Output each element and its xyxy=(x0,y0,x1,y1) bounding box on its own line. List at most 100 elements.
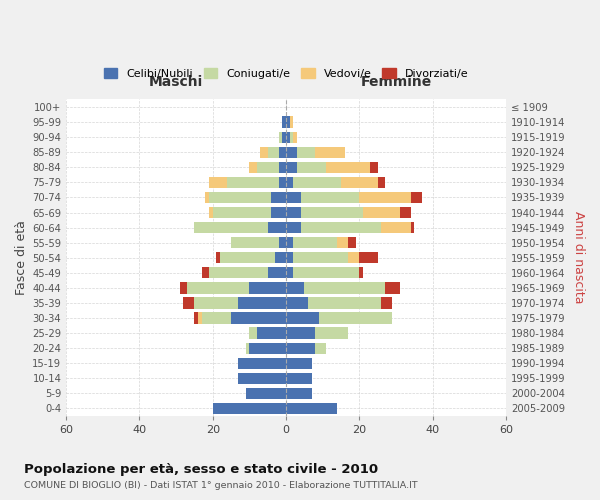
Bar xyxy=(301,222,382,233)
Bar xyxy=(382,222,411,233)
Bar xyxy=(194,222,268,233)
Bar xyxy=(220,252,275,264)
Bar xyxy=(198,312,202,324)
Bar xyxy=(279,162,286,173)
Bar xyxy=(275,252,286,264)
Bar xyxy=(286,252,293,264)
Bar xyxy=(382,298,392,308)
Bar xyxy=(319,312,392,324)
Bar xyxy=(359,267,363,278)
Bar xyxy=(283,132,286,143)
Bar xyxy=(286,132,290,143)
Bar xyxy=(271,192,286,203)
Bar xyxy=(359,252,378,264)
Bar xyxy=(184,298,194,308)
Bar xyxy=(202,312,231,324)
Bar xyxy=(209,176,227,188)
Bar xyxy=(187,282,250,294)
Text: Femmine: Femmine xyxy=(361,75,432,89)
Bar xyxy=(209,267,268,278)
Bar xyxy=(279,176,286,188)
Bar xyxy=(279,132,283,143)
Bar xyxy=(349,252,359,264)
Bar xyxy=(286,298,308,308)
Bar xyxy=(293,252,349,264)
Bar xyxy=(246,388,286,399)
Bar xyxy=(293,176,341,188)
Bar xyxy=(202,267,209,278)
Bar xyxy=(286,192,301,203)
Bar xyxy=(400,207,411,218)
Bar xyxy=(246,342,250,354)
Bar xyxy=(271,207,286,218)
Bar xyxy=(301,207,363,218)
Bar xyxy=(238,298,286,308)
Bar xyxy=(316,342,326,354)
Bar xyxy=(286,372,312,384)
Bar xyxy=(378,176,385,188)
Bar xyxy=(231,312,286,324)
Bar xyxy=(213,403,286,414)
Y-axis label: Fasce di età: Fasce di età xyxy=(15,220,28,295)
Bar xyxy=(286,146,297,158)
Bar xyxy=(304,282,385,294)
Bar xyxy=(268,146,279,158)
Bar xyxy=(209,207,213,218)
Y-axis label: Anni di nascita: Anni di nascita xyxy=(572,212,585,304)
Bar xyxy=(286,162,297,173)
Text: COMUNE DI BIOGLIO (BI) - Dati ISTAT 1° gennaio 2010 - Elaborazione TUTTITALIA.IT: COMUNE DI BIOGLIO (BI) - Dati ISTAT 1° g… xyxy=(24,481,418,490)
Bar xyxy=(194,298,238,308)
Bar xyxy=(290,132,293,143)
Bar xyxy=(268,222,286,233)
Bar xyxy=(290,116,293,128)
Bar xyxy=(301,192,359,203)
Bar xyxy=(326,162,370,173)
Bar xyxy=(286,222,301,233)
Bar xyxy=(385,282,400,294)
Bar xyxy=(297,146,316,158)
Bar xyxy=(293,267,359,278)
Bar xyxy=(213,207,271,218)
Bar xyxy=(180,282,187,294)
Bar xyxy=(286,358,312,369)
Bar xyxy=(260,146,268,158)
Bar xyxy=(217,252,220,264)
Bar xyxy=(250,282,286,294)
Bar xyxy=(227,176,279,188)
Bar xyxy=(316,146,345,158)
Bar xyxy=(209,192,271,203)
Bar xyxy=(308,298,382,308)
Bar xyxy=(286,328,316,338)
Bar xyxy=(411,192,422,203)
Bar xyxy=(194,312,198,324)
Bar xyxy=(286,403,337,414)
Bar xyxy=(250,328,257,338)
Bar xyxy=(349,237,356,248)
Bar xyxy=(231,237,279,248)
Bar xyxy=(257,328,286,338)
Bar xyxy=(286,176,293,188)
Bar xyxy=(286,342,316,354)
Bar xyxy=(293,237,337,248)
Bar xyxy=(286,312,319,324)
Bar xyxy=(286,267,293,278)
Bar xyxy=(286,207,301,218)
Bar xyxy=(279,146,286,158)
Bar xyxy=(283,116,286,128)
Bar xyxy=(337,237,349,248)
Bar xyxy=(341,176,378,188)
Bar xyxy=(205,192,209,203)
Text: Popolazione per età, sesso e stato civile - 2010: Popolazione per età, sesso e stato civil… xyxy=(24,462,378,475)
Bar xyxy=(250,342,286,354)
Bar xyxy=(411,222,415,233)
Bar xyxy=(363,207,400,218)
Bar xyxy=(238,372,286,384)
Text: Maschi: Maschi xyxy=(149,75,203,89)
Bar xyxy=(286,116,290,128)
Bar xyxy=(359,192,411,203)
Bar xyxy=(297,162,326,173)
Bar xyxy=(316,328,349,338)
Bar xyxy=(268,267,286,278)
Legend: Celibi/Nubili, Coniugati/e, Vedovi/e, Divorziati/e: Celibi/Nubili, Coniugati/e, Vedovi/e, Di… xyxy=(100,64,473,83)
Bar xyxy=(257,162,279,173)
